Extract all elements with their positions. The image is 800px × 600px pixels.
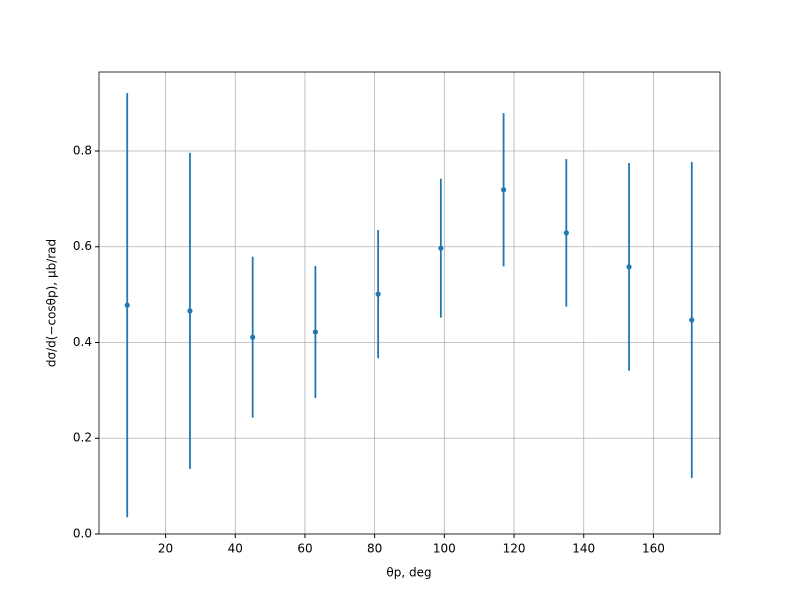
y-tick-label: 0.4 [73,335,92,349]
data-point [187,308,193,314]
data-point [312,329,319,335]
x-axis-label: θp, deg [386,566,431,580]
data-point [124,302,130,308]
data-point [375,291,381,297]
data-point [626,264,632,270]
y-tick-label: 0.8 [73,143,92,157]
data-point [563,230,569,236]
y-tick-label: 0.6 [73,239,92,253]
x-tick-label: 20 [158,542,173,556]
data-point [438,245,444,251]
y-tick-label: 0.0 [73,527,92,541]
y-tick-label: 0.2 [73,431,92,445]
x-tick-label: 60 [297,542,312,556]
x-tick-label: 100 [433,542,456,556]
data-point [689,317,695,323]
x-tick-label: 160 [642,542,665,556]
x-tick-label: 120 [503,542,526,556]
plot-frame [98,71,721,535]
x-tick-label: 140 [572,542,595,556]
x-tick-label: 80 [367,542,382,556]
y-axis-label: dσ/d(−cosθp), μb/rad [45,239,59,367]
data-point [250,334,256,340]
x-tick-label: 40 [228,542,243,556]
data-point [500,187,507,193]
